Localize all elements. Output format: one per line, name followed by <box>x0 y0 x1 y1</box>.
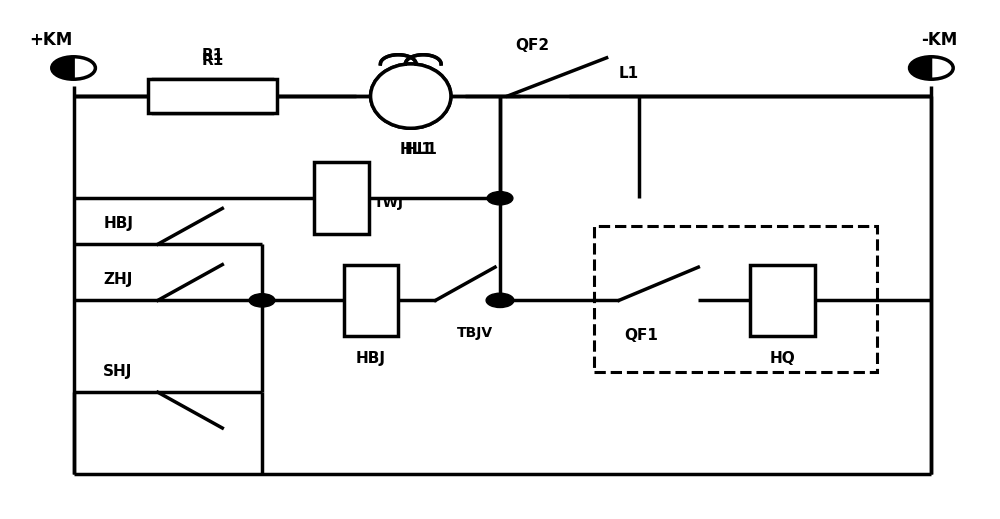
Text: R1: R1 <box>201 48 224 63</box>
Text: SHJ: SHJ <box>103 364 133 379</box>
Bar <box>314 162 369 234</box>
Bar <box>153 79 272 113</box>
Ellipse shape <box>371 64 451 128</box>
Text: -KM: -KM <box>921 31 958 49</box>
Text: TWJ: TWJ <box>374 196 404 210</box>
Polygon shape <box>52 57 74 79</box>
Bar <box>594 226 877 372</box>
Polygon shape <box>52 57 74 79</box>
Circle shape <box>249 294 275 307</box>
Text: HBJ: HBJ <box>356 351 386 366</box>
Text: L1: L1 <box>619 66 639 81</box>
Text: HBJ: HBJ <box>103 216 133 231</box>
Bar <box>148 79 277 113</box>
Circle shape <box>487 192 513 205</box>
Text: ZHJ: ZHJ <box>103 272 133 288</box>
Bar <box>344 265 398 336</box>
Text: HL1: HL1 <box>404 142 437 157</box>
Ellipse shape <box>371 64 451 128</box>
Polygon shape <box>910 57 931 79</box>
Polygon shape <box>910 57 931 79</box>
Text: +KM: +KM <box>29 31 72 49</box>
Text: QF2: QF2 <box>515 38 549 53</box>
Text: HL1: HL1 <box>399 142 432 157</box>
Bar <box>750 265 815 336</box>
Text: TBJV: TBJV <box>457 326 493 340</box>
Text: QF1: QF1 <box>624 329 658 344</box>
Text: R1: R1 <box>201 53 224 68</box>
Circle shape <box>486 293 514 307</box>
Text: HQ: HQ <box>770 351 796 366</box>
